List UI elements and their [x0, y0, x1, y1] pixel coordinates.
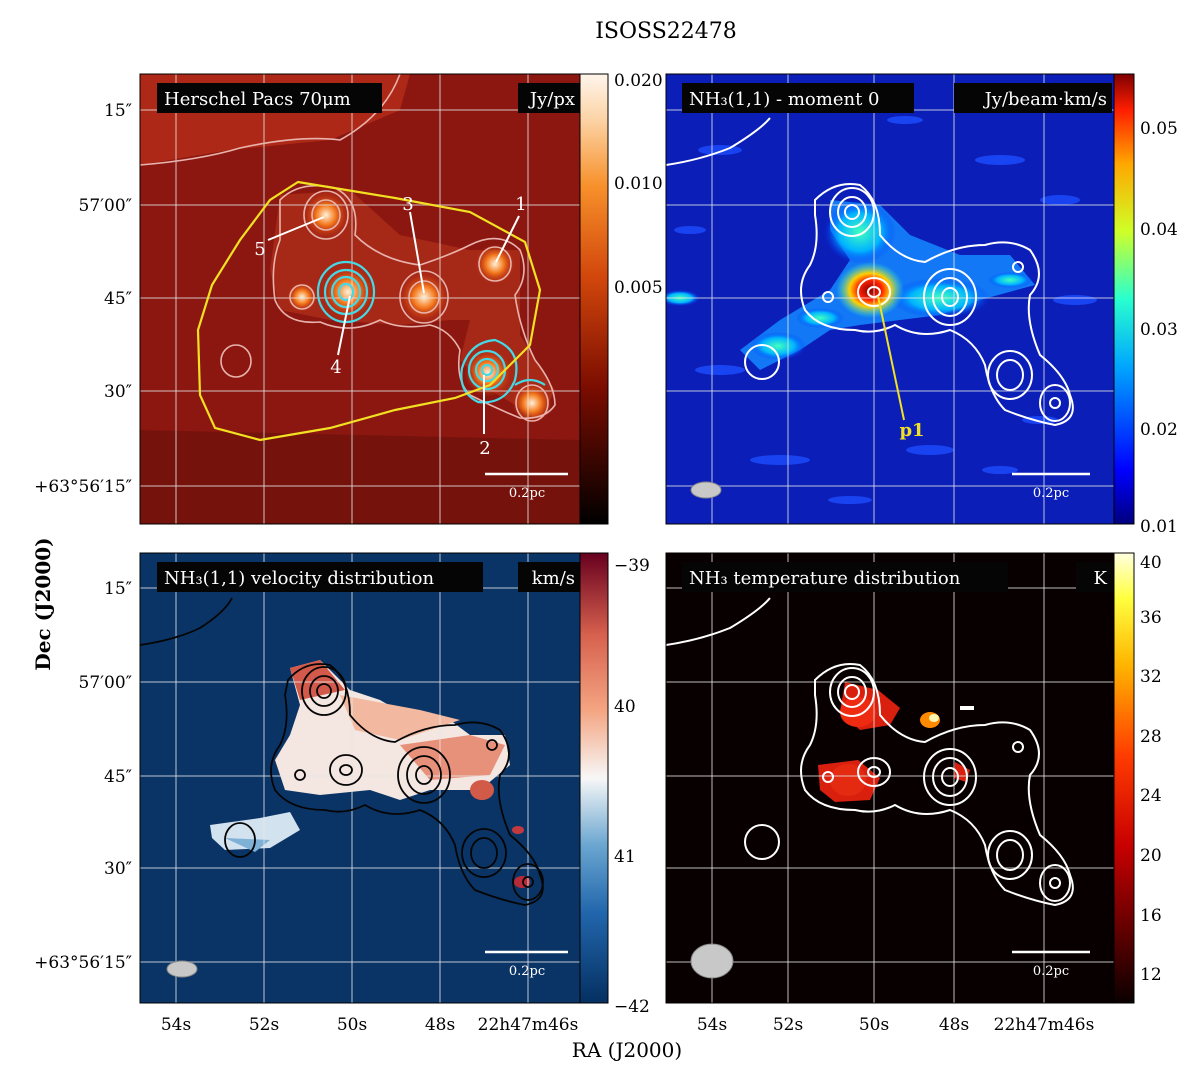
colorbar-tick-label: 32 [1140, 667, 1162, 687]
moment0-scalebar-label: 0.2pc [1033, 486, 1069, 501]
colorbar-tick-label: 0.03 [1140, 320, 1178, 340]
dec-tick-label: 57′00″ [79, 673, 132, 693]
moment0-beam [690, 481, 722, 499]
temperature-background [666, 553, 1114, 1003]
temperature-unit-label: K [1094, 568, 1108, 589]
colorbar-tick-label: 16 [1140, 906, 1162, 926]
ra-tick-label: 52s [773, 1015, 803, 1035]
moment0-peak [836, 262, 904, 318]
dec-tick-label: 15″ [104, 101, 132, 121]
panel-herschel: 1 2 3 4 5 Herschel Pacs 70μm Jy/px 0.2pc [139, 73, 609, 525]
dec-tick-label: +63°56′15″ [34, 477, 132, 497]
dec-tick-label: 45″ [104, 289, 132, 309]
source-label-5: 5 [254, 239, 265, 260]
ra-tick-label: 54s [697, 1015, 727, 1035]
colorbar-tick-label: 28 [1140, 727, 1162, 747]
temperature-panel-label: NH₃ temperature distribution [689, 568, 961, 589]
panel-temperature: NH₃ temperature distribution K 0.2pc [665, 552, 1135, 1004]
herschel-panel-label: Herschel Pacs 70μm [164, 89, 351, 110]
colorbar-tick-label: 41 [614, 847, 636, 867]
panel-moment0: p1 NH₃(1,1) - moment 0 Jy/beam·km/s 0.2p… [665, 73, 1135, 525]
figure-title: ISOSS22478 [595, 19, 737, 44]
colorbar-tick-label: 0.04 [1140, 220, 1178, 240]
source-label-1: 1 [515, 194, 526, 215]
source-3 [400, 273, 448, 321]
y-axis-title: Dec (J2000) [31, 537, 55, 670]
ra-tick-label: 50s [859, 1015, 889, 1035]
ra-tick-label: 22h47m46s [994, 1015, 1095, 1035]
colorbar-tick-label: 36 [1140, 608, 1162, 628]
velocity-unit-label: km/s [532, 568, 575, 589]
colorbar-tick-label: 0.020 [614, 71, 663, 91]
colorbar-tick-label: 24 [1140, 786, 1162, 806]
source-label-2: 2 [479, 438, 490, 459]
ra-tick-label: 48s [425, 1015, 455, 1035]
herschel-scalebar-label: 0.2pc [509, 486, 545, 501]
source-5 [304, 193, 348, 237]
moment0-panel-label: NH₃(1,1) - moment 0 [689, 89, 880, 110]
ra-tick-label: 50s [337, 1015, 367, 1035]
herschel-unit-label: Jy/px [528, 89, 575, 110]
dec-tick-label: 15″ [104, 579, 132, 599]
colorbar-velocity [579, 552, 609, 1004]
colorbar-tick-label: 0.010 [614, 174, 663, 194]
colorbar-tick-label: 40 [1140, 553, 1162, 573]
ra-tick-label: 54s [161, 1015, 191, 1035]
dec-tick-label: 30″ [104, 382, 132, 402]
colorbar-tick-label: 0.01 [1140, 517, 1178, 537]
dec-tick-label: 45″ [104, 767, 132, 787]
panel-velocity: NH₃(1,1) velocity distribution km/s 0.2p… [139, 552, 609, 1004]
source-1 [475, 244, 515, 284]
velocity-beam [166, 960, 198, 978]
moment0-unit-label: Jy/beam·km/s [983, 89, 1107, 110]
peak-label-p1: p1 [899, 420, 924, 441]
axis-labels: 15″ 15″ 57′00″ 57′00″ 45″ 45″ 30″ 30″ +63°56′15″… [34, 71, 1178, 1035]
velocity-panel-label: NH₃(1,1) velocity distribution [164, 568, 434, 589]
velocity-scalebar-label: 0.2pc [509, 964, 545, 979]
dec-tick-label: 57′00″ [79, 196, 132, 216]
source-label-4: 4 [330, 357, 341, 378]
dec-tick-label: 30″ [104, 859, 132, 879]
x-axis-title: RA (J2000) [572, 1038, 682, 1062]
coverage-outline [196, 180, 542, 442]
colorbar-tick-label: 12 [1140, 965, 1162, 985]
colorbar-tick-label: −39 [614, 556, 650, 576]
colorbar-tick-label: −42 [614, 997, 650, 1017]
colorbar-tick-label: 40 [614, 697, 636, 717]
temperature-beam [690, 943, 734, 979]
colorbar-moment0 [1113, 73, 1135, 525]
ra-tick-label: 52s [249, 1015, 279, 1035]
ra-tick-label: 22h47m46s [478, 1015, 579, 1035]
colorbar-herschel [579, 73, 609, 525]
colorbar-tick-label: 20 [1140, 846, 1162, 866]
dec-tick-label: +63°56′15″ [34, 953, 132, 973]
colorbar-tick-label: 0.05 [1140, 119, 1178, 139]
colorbar-tick-label: 0.005 [614, 278, 663, 298]
temperature-scalebar-label: 0.2pc [1033, 964, 1069, 979]
ra-tick-label: 48s [939, 1015, 969, 1035]
colorbar-temperature [1113, 552, 1135, 1004]
colorbar-tick-label: 0.02 [1140, 420, 1178, 440]
source-label-3: 3 [402, 194, 413, 215]
source-4 [322, 266, 374, 318]
